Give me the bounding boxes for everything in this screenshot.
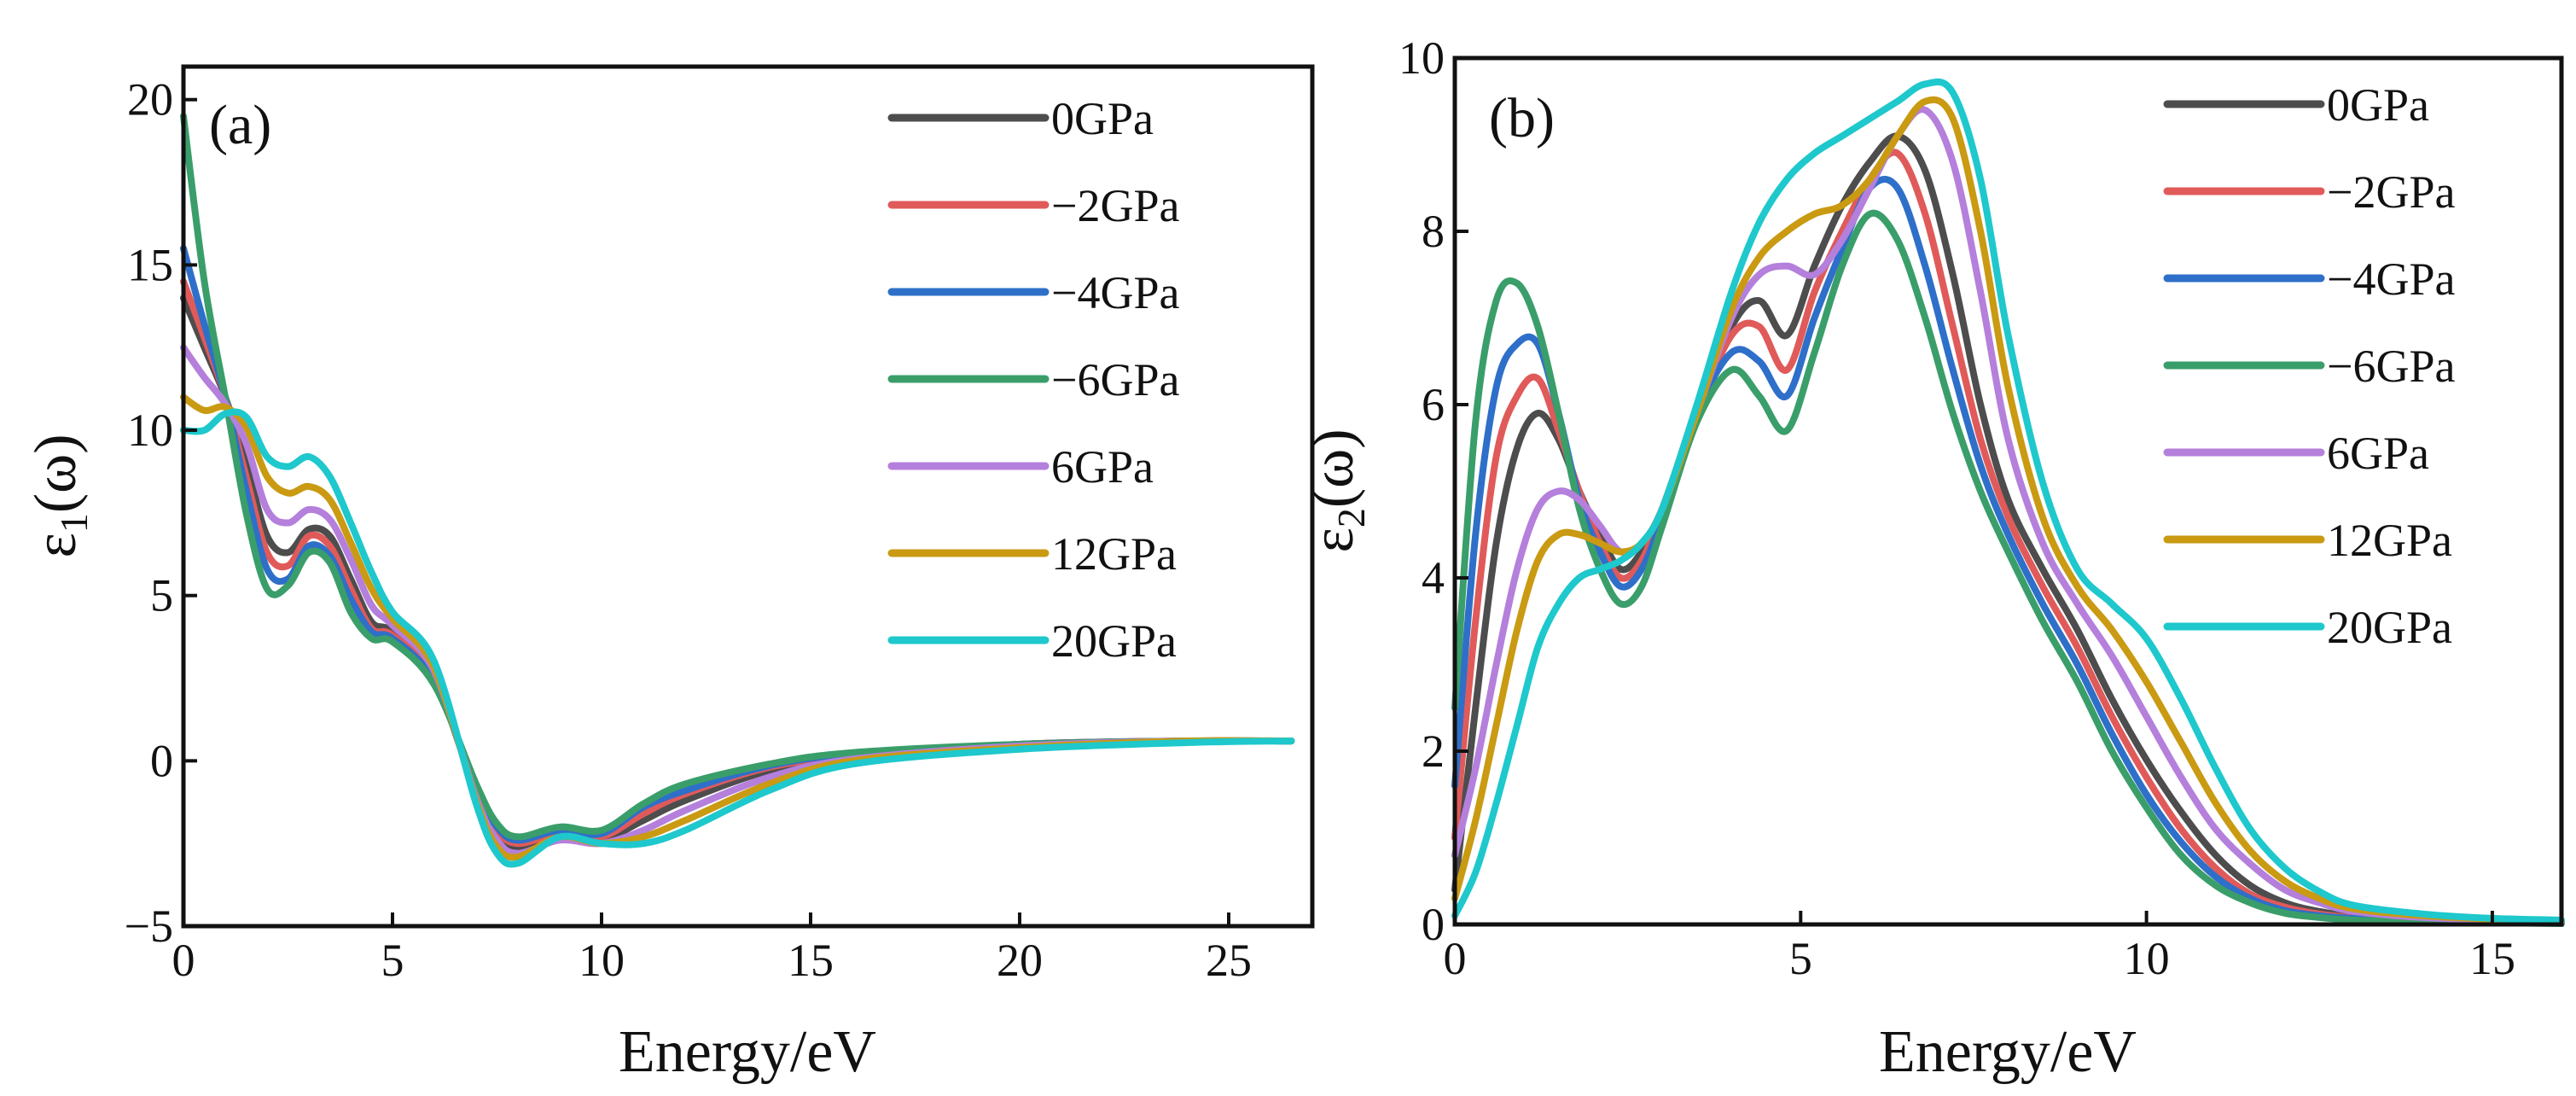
panel-a-legend: 0GPa −2GPa −4GPa −6GPa 6GPa 12GPa 20GPa	[887, 93, 1179, 667]
panel-a-legend-label-3: −6GPa	[1051, 354, 1179, 405]
panel-b-curves	[1451, 78, 2565, 927]
panel-b-legend-label-0: 0GPa	[2327, 79, 2429, 131]
panel-a-ylabel-main: ε	[23, 533, 89, 557]
panel-b-xlabel: Energy/eV	[1879, 1019, 2137, 1085]
panel-a-legend-label-1: −2GPa	[1051, 180, 1179, 231]
panel-a-ylabel-tail: (ω)	[23, 434, 89, 513]
panel-a-legend-label-4: 6GPa	[1051, 441, 1154, 493]
panel-a-ylabel-sub: 1	[52, 513, 96, 533]
panel-a-legend-label-2: −4GPa	[1051, 267, 1179, 318]
panel-b-frame	[1452, 55, 2564, 927]
panel-a-xtick-label: 25	[1206, 935, 1252, 986]
panel-b-ytick-label: 4	[1422, 552, 1445, 603]
panel-b-legend-label-5: 12GPa	[2327, 515, 2452, 566]
panel-a-xtick-label: 0	[172, 935, 195, 986]
panel-b-ylabel-tail: (ω)	[1300, 428, 1366, 508]
panel-a-xlabel: Energy/eV	[619, 1019, 876, 1085]
panel-a-frame	[181, 64, 1315, 929]
panel-a-ytick-label: 5	[150, 570, 173, 621]
panel-b-xtick-label: 15	[2469, 933, 2515, 984]
panel-b-series-3	[1451, 209, 2565, 927]
panel-a-curves	[180, 113, 1295, 868]
panel-b-xtick-label: 0	[1444, 933, 1467, 984]
panel-a-xtick-label: 15	[788, 935, 834, 986]
panel-b-legend-label-6: 20GPa	[2327, 602, 2452, 653]
panel-b-legend-label-3: −6GPa	[2327, 341, 2455, 392]
panel-b-ylabel: ε2(ω)	[1300, 428, 1373, 552]
panel-b-legend-label-1: −2GPa	[2327, 166, 2455, 218]
panel-a-xtick-label: 5	[381, 935, 404, 986]
panel-a-legend-label-6: 20GPa	[1051, 615, 1177, 667]
panel-a-xtick-label: 20	[997, 935, 1043, 986]
panel-b-xtick-label: 10	[2124, 933, 2170, 984]
panel-a-series-6	[180, 408, 1295, 868]
panel-a-label: (a)	[209, 94, 271, 156]
panel-b-series-5	[1451, 96, 2565, 924]
panel-b-series-6	[1451, 78, 2565, 924]
panel-a-legend-label-5: 12GPa	[1051, 528, 1177, 580]
panel-b-ytick-label: 2	[1422, 726, 1445, 777]
panel-a-ylabel: ε1(ω)	[23, 434, 96, 557]
panel-b-ylabel-sub: 2	[1329, 508, 1373, 528]
panel-a-ytick-label: 20	[127, 74, 173, 125]
panel-a-ytick-label: −5	[125, 901, 173, 952]
panel-b-ytick-label: 8	[1422, 206, 1445, 257]
panel-b-ylabel-main: ε	[1300, 528, 1366, 552]
panel-b-ytick-label: 6	[1422, 379, 1445, 430]
panel-b-legend: 0GPa −2GPa −4GPa −6GPa 6GPa 12GPa 20GPa	[2163, 79, 2455, 653]
panel-a-ytick-label: 15	[127, 239, 173, 290]
panel-b-legend-label-2: −4GPa	[2327, 254, 2455, 305]
panel-a-ytick-label: 0	[150, 735, 173, 786]
panel-b-ticks: 0 5 10 15 0 2 4 6 8 10	[1398, 32, 2515, 984]
panel-b-ytick-label: 10	[1398, 32, 1445, 84]
panel-b-xtick-label: 5	[1789, 933, 1812, 984]
panel-a-legend-label-0: 0GPa	[1051, 93, 1154, 144]
panel-a-xtick-label: 10	[579, 935, 625, 986]
panel-a-ytick-label: 10	[127, 405, 173, 456]
panel-b-legend-label-4: 6GPa	[2327, 428, 2429, 479]
panel-b-ytick-label: 0	[1422, 899, 1445, 950]
panel-b-label: (b)	[1489, 87, 1555, 149]
